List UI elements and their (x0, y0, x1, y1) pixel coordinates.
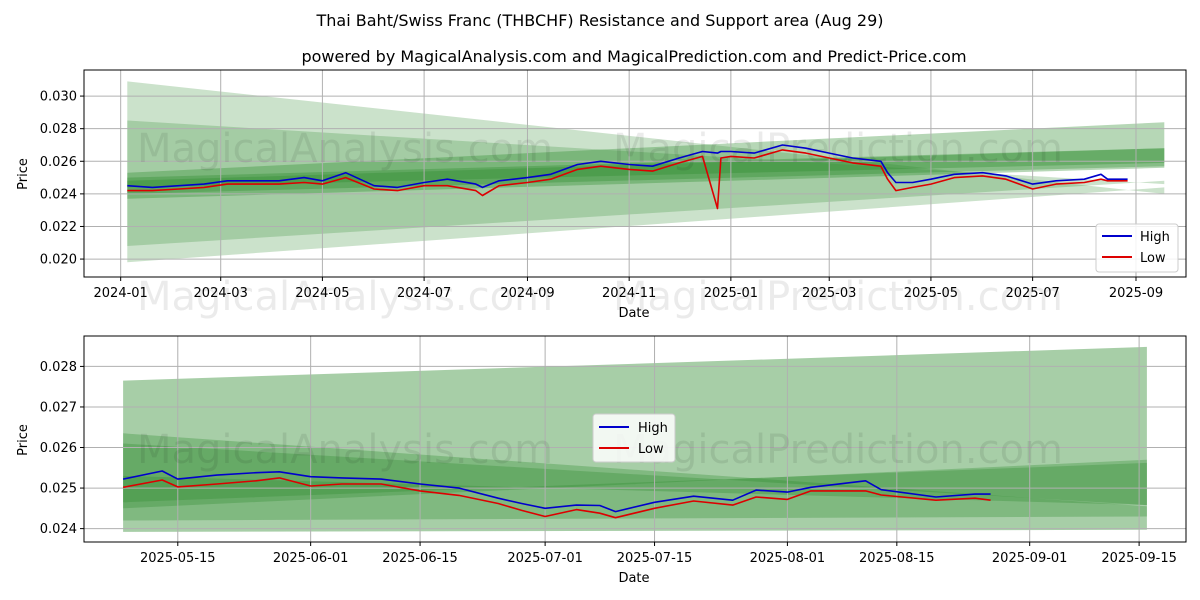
watermark-text: MagicalPrediction.com (613, 274, 1063, 320)
x-tick-label: 2025-06-01 (273, 551, 349, 566)
support-resistance-band (127, 120, 1165, 246)
y-tick-label: 0.027 (40, 400, 77, 415)
watermark-text: MagicalAnalysis.com (137, 427, 553, 473)
watermark-text: MagicalAnalysis.com (137, 274, 553, 320)
x-tick-label: 2025-07-15 (617, 551, 693, 566)
series-line-low (127, 149, 1128, 210)
x-tick-label: 2024-03 (194, 286, 248, 301)
top-x-ticks: 2024-01 2024-03 2024-05 2024-07 2024-09 2024-… (94, 277, 1163, 301)
y-tick-label: 0.028 (40, 360, 77, 375)
x-tick-label: 2025-08-15 (859, 551, 935, 566)
bottom-x-axis-label: Date (618, 571, 649, 586)
x-tick-label: 2025-07 (1005, 286, 1059, 301)
top-y-axis-label: Price (16, 158, 31, 190)
series-line-high (122, 470, 991, 513)
x-tick-label: 2025-01 (704, 286, 758, 301)
x-tick-label: 2025-08-01 (750, 551, 826, 566)
support-resistance-band (127, 148, 1165, 188)
watermark-text: MagicalAnalysis.com (137, 126, 553, 172)
x-tick-label: 2024-05 (295, 286, 349, 301)
y-tick-label: 0.028 (40, 122, 77, 137)
top-x-axis-label: Date (618, 306, 649, 321)
x-tick-label: 2025-07-01 (507, 551, 583, 566)
x-tick-label: 2025-03 (802, 286, 856, 301)
y-tick-label: 0.022 (40, 220, 77, 235)
y-tick-label: 0.024 (40, 522, 77, 537)
top-plot-frame (83, 69, 1187, 278)
x-tick-label: 2024-09 (500, 286, 554, 301)
watermark-text: MagicalPrediction.com (613, 427, 1063, 473)
x-tick-label: 2024-07 (397, 286, 451, 301)
x-tick-label: 2025-05 (904, 286, 958, 301)
support-resistance-band (127, 81, 1165, 263)
bottom-plot-frame (83, 335, 1187, 543)
chart-title: Thai Baht/Swiss Franc (THBCHF) Resistanc… (316, 11, 884, 30)
x-tick-label: 2025-05-15 (140, 551, 216, 566)
top-y-ticks: 0.020 0.022 0.024 0.026 0.028 0.030 (40, 90, 84, 268)
support-resistance-band (127, 122, 1165, 199)
x-tick-label: 2025-06-15 (382, 551, 458, 566)
y-tick-label: 0.020 (40, 253, 77, 268)
x-tick-label: 2025-09-01 (992, 551, 1068, 566)
series-line-low (122, 477, 991, 519)
bottom-y-ticks: 0.024 0.025 0.026 0.027 0.028 (40, 360, 84, 537)
legend-high-label: High (1140, 230, 1170, 245)
x-tick-label: 2024-11 (602, 286, 656, 301)
support-resistance-band (123, 462, 1147, 506)
support-resistance-band (123, 433, 1147, 521)
top-watermark: MagicalAnalysis.com MagicalPrediction.co… (137, 126, 1063, 320)
support-resistance-band (123, 443, 1147, 509)
bottom-x-ticks: 2025-05-15 2025-06-01 2025-06-15 2025-07-01… (140, 542, 1177, 566)
y-tick-label: 0.024 (40, 187, 77, 202)
top-gridlines (84, 70, 1186, 277)
y-tick-label: 0.026 (40, 441, 77, 456)
top-legend: High Low (1095, 223, 1179, 273)
series-line-high (127, 144, 1128, 189)
y-tick-label: 0.026 (40, 155, 77, 170)
bottom-watermark: MagicalAnalysis.com MagicalPrediction.co… (137, 427, 1063, 473)
legend-low-label: Low (638, 442, 664, 457)
top-panel: MagicalAnalysis.com MagicalPrediction.co… (16, 69, 1187, 321)
chart-subtitle: powered by MagicalAnalysis.com and Magic… (301, 47, 966, 66)
bottom-y-axis-label: Price (16, 424, 31, 456)
y-tick-label: 0.030 (40, 90, 77, 105)
x-tick-label: 2025-09-15 (1101, 551, 1177, 566)
y-tick-label: 0.025 (40, 482, 77, 497)
bottom-panel: MagicalAnalysis.com MagicalPrediction.co… (16, 335, 1187, 586)
watermark-text: MagicalPrediction.com (613, 126, 1063, 172)
x-tick-label: 2025-09 (1109, 286, 1163, 301)
bottom-series (122, 470, 991, 519)
top-series (127, 144, 1128, 210)
legend-low-label: Low (1140, 251, 1166, 266)
x-tick-label: 2024-01 (94, 286, 148, 301)
legend-high-label: High (638, 421, 668, 436)
bottom-legend: High Low (592, 413, 676, 463)
